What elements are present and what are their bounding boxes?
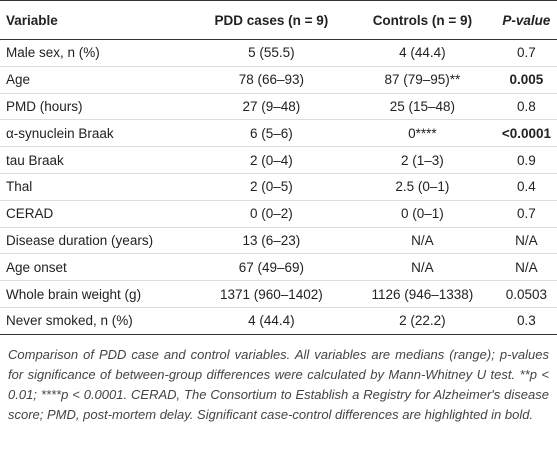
- table-cell: 0.8: [495, 93, 557, 121]
- data-table: Variable PDD cases (n = 9) Controls (n = 9…: [0, 0, 557, 335]
- table-cell: 0 (0–1): [348, 200, 496, 228]
- table-cell: N/A: [495, 253, 557, 282]
- table-cell: Never smoked, n (%): [0, 307, 194, 335]
- table-row: Male sex, n (%) 5 (55.5) 4 (44.4) 0.7: [0, 39, 557, 67]
- table-cell: CERAD: [0, 200, 194, 228]
- table-cell: Male sex, n (%): [0, 39, 194, 67]
- table-cell: <0.0001: [495, 119, 557, 148]
- table-cell: 0****: [348, 119, 496, 148]
- table-cell: 87 (79–95)**: [348, 66, 496, 94]
- table-cell: N/A: [348, 253, 496, 282]
- table-cell: 0.005: [495, 66, 557, 94]
- table-row: Whole brain weight (g) 1371 (960–1402) 112…: [0, 280, 557, 308]
- table-row: Disease duration (years) 13 (6–23) N/A N/A: [0, 227, 557, 255]
- table-cell: 1126 (946–1338): [348, 280, 496, 308]
- table-cell: Whole brain weight (g): [0, 280, 194, 308]
- table-cell: Age onset: [0, 253, 194, 282]
- table-cell: 0.7: [495, 200, 557, 228]
- table-row: CERAD 0 (0–2) 0 (0–1) 0.7: [0, 200, 557, 228]
- table-row: α-synuclein Braak 6 (5–6) 0**** <0.0001: [0, 119, 557, 148]
- table-cell: tau Braak: [0, 146, 194, 174]
- table-cell: 0.3: [495, 307, 557, 335]
- table-cell: 4 (44.4): [193, 307, 349, 335]
- caption: Comparison of PDD case and control varia…: [8, 346, 549, 422]
- header-cell: PDD cases (n = 9): [214, 12, 329, 28]
- table-row: Age onset 67 (49–69) N/A N/A: [0, 253, 557, 282]
- header-cell: P-value: [502, 12, 551, 28]
- table-cell: 2 (1–3): [348, 146, 496, 174]
- header-cell: Controls (n = 9): [372, 12, 473, 28]
- table-cell: 1371 (960–1402): [193, 280, 349, 308]
- table-cell: 0.0503: [495, 280, 557, 308]
- table-cell: 2 (0–4): [193, 146, 349, 174]
- header-row: Variable PDD cases (n = 9) Controls (n = 9…: [0, 0, 557, 40]
- header-cell: Variable: [6, 12, 58, 28]
- table-cell: α-synuclein Braak: [0, 119, 194, 148]
- table-cell: 2.5 (0–1): [348, 173, 496, 201]
- table-cell: 67 (49–69): [193, 253, 349, 282]
- table-cell: 2 (22.2): [348, 307, 496, 335]
- table-cell: PMD (hours): [0, 93, 194, 121]
- table-body: Male sex, n (%) 5 (55.5) 4 (44.4) 0.7 Age 78 …: [0, 39, 557, 335]
- table-cell: 6 (5–6): [193, 119, 349, 148]
- table-row: PMD (hours) 27 (9–48) 25 (15–48) 0.8: [0, 93, 557, 121]
- table-row: tau Braak 2 (0–4) 2 (1–3) 0.9: [0, 146, 557, 174]
- table-cell: 78 (66–93): [193, 66, 349, 94]
- table-cell: 13 (6–23): [193, 227, 349, 255]
- table-cell: 5 (55.5): [193, 39, 349, 67]
- table-cell: 27 (9–48): [193, 93, 349, 121]
- table-row: Thal 2 (0–5) 2.5 (0–1) 0.4: [0, 173, 557, 201]
- table-cell: N/A: [348, 227, 496, 255]
- table-cell: N/A: [495, 227, 557, 255]
- table-cell: 0.7: [495, 39, 557, 67]
- table-cell: 0 (0–2): [193, 200, 349, 228]
- table-cell: 4 (44.4): [348, 39, 496, 67]
- table-cell: 2 (0–5): [193, 173, 349, 201]
- table-cell: 0.4: [495, 173, 557, 201]
- table-cell: Disease duration (years): [0, 227, 194, 255]
- table-cell: 0.9: [495, 146, 557, 174]
- table-row: Never smoked, n (%) 4 (44.4) 2 (22.2) 0.3: [0, 307, 557, 335]
- table-cell: Thal: [0, 173, 194, 201]
- table-cell: Age: [0, 66, 194, 94]
- table-row: Age 78 (66–93) 87 (79–95)** 0.005: [0, 66, 557, 94]
- table-cell: 25 (15–48): [348, 93, 496, 121]
